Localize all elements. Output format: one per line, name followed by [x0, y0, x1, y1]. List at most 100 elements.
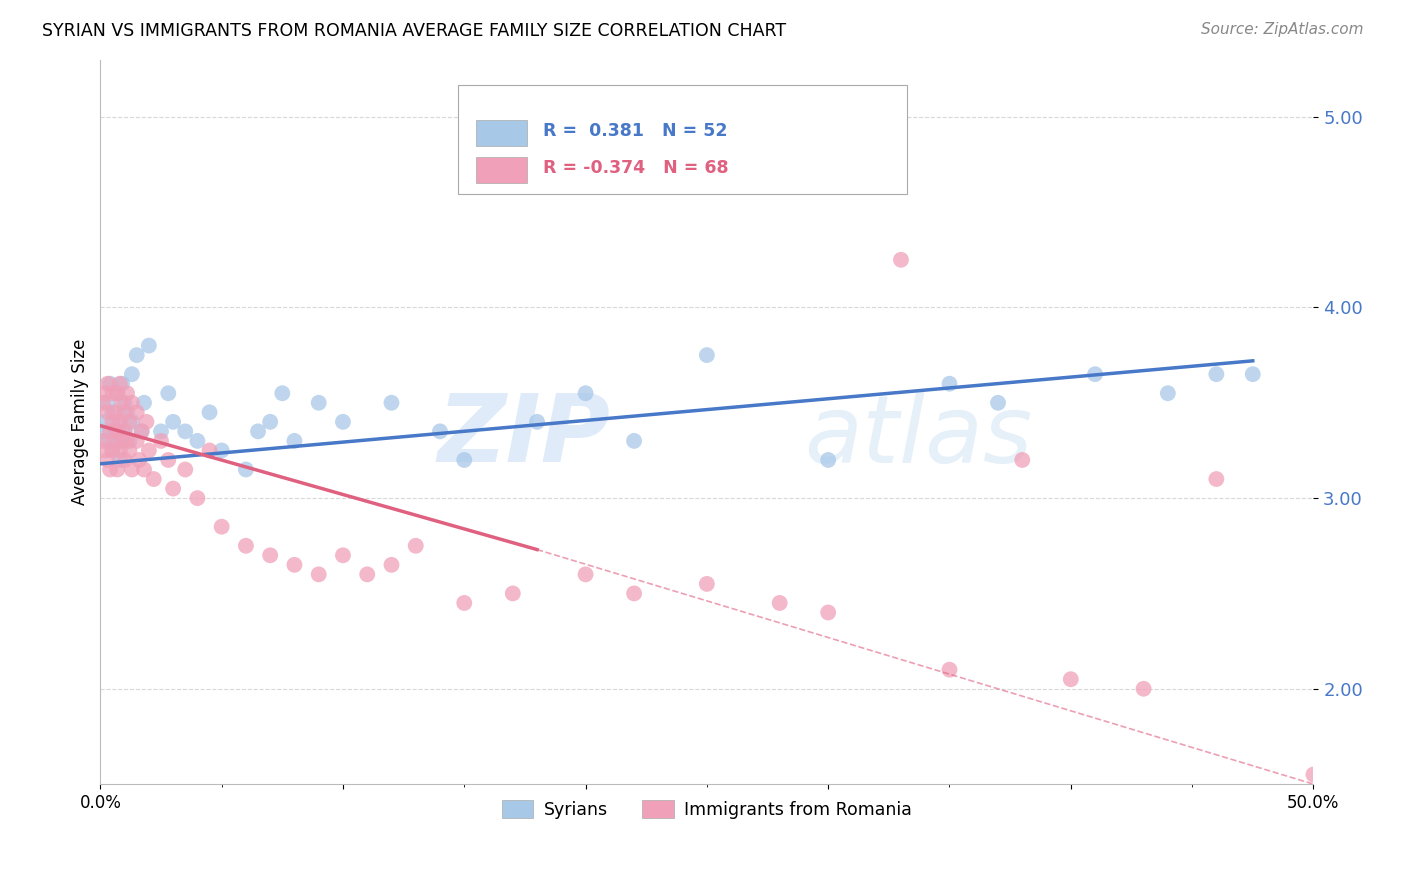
Point [502, 586, 524, 600]
Point [132, 462, 155, 476]
Text: R =  0.381   N = 52: R = 0.381 N = 52 [543, 122, 728, 140]
Point [526, 415, 548, 429]
Point [259, 549, 281, 563]
Point [1302, 767, 1324, 781]
Point [135, 415, 157, 429]
Point [308, 567, 330, 582]
Point [114, 425, 136, 439]
Point [94, 386, 117, 401]
Point [429, 425, 451, 439]
Point [1060, 672, 1083, 686]
Point [111, 376, 134, 391]
Point [174, 462, 197, 476]
Point [121, 415, 143, 429]
Point [198, 443, 221, 458]
Point [91, 396, 114, 410]
Point [94, 443, 117, 458]
Point [696, 348, 718, 362]
Point [118, 415, 141, 429]
Point [105, 434, 128, 448]
Point [283, 558, 305, 572]
Point [114, 396, 136, 410]
Point [104, 434, 127, 448]
Point [128, 453, 150, 467]
Point [356, 567, 378, 582]
Point [91, 434, 114, 448]
Point [235, 539, 257, 553]
Point [108, 376, 131, 391]
Point [769, 596, 792, 610]
Point [247, 425, 270, 439]
Point [98, 376, 121, 391]
Point [696, 577, 718, 591]
Point [101, 443, 124, 458]
FancyBboxPatch shape [477, 157, 527, 183]
Point [1205, 472, 1227, 486]
Point [271, 386, 294, 401]
Point [817, 606, 839, 620]
Point [104, 425, 127, 439]
Point [1241, 367, 1264, 381]
Point [105, 425, 128, 439]
Y-axis label: Average Family Size: Average Family Size [72, 339, 89, 505]
Point [1205, 367, 1227, 381]
Point [211, 443, 233, 458]
Point [118, 434, 141, 448]
Point [101, 415, 124, 429]
Point [817, 453, 839, 467]
Point [121, 462, 143, 476]
Point [121, 396, 143, 410]
Point [623, 586, 645, 600]
Point [94, 415, 117, 429]
Point [380, 396, 402, 410]
Point [114, 405, 136, 419]
Point [332, 549, 354, 563]
Point [125, 434, 148, 448]
Point [97, 453, 120, 467]
Point [987, 396, 1010, 410]
Point [574, 567, 596, 582]
Point [108, 453, 131, 467]
Text: Source: ZipAtlas.com: Source: ZipAtlas.com [1201, 22, 1364, 37]
Point [108, 415, 131, 429]
Point [453, 453, 475, 467]
Point [115, 405, 138, 419]
Point [380, 558, 402, 572]
Point [142, 472, 165, 486]
Point [186, 434, 208, 448]
Point [150, 425, 173, 439]
Point [574, 386, 596, 401]
Point [104, 405, 127, 419]
Point [115, 386, 138, 401]
Point [1011, 453, 1033, 467]
Point [332, 415, 354, 429]
Point [97, 405, 120, 419]
Point [97, 376, 120, 391]
Point [115, 434, 138, 448]
Point [105, 386, 128, 401]
Point [132, 396, 155, 410]
Point [623, 434, 645, 448]
Point [162, 482, 184, 496]
Legend: Syrians, Immigrants from Romania: Syrians, Immigrants from Romania [495, 794, 920, 826]
Point [938, 663, 960, 677]
Text: R = -0.374   N = 68: R = -0.374 N = 68 [543, 159, 728, 177]
Point [125, 405, 148, 419]
Point [131, 425, 153, 439]
Point [97, 396, 120, 410]
Point [211, 519, 233, 533]
Text: ZIP: ZIP [437, 391, 610, 483]
Point [138, 338, 160, 352]
Point [1157, 386, 1180, 401]
Point [111, 434, 134, 448]
Point [198, 405, 221, 419]
Text: atlas: atlas [804, 391, 1032, 482]
Point [235, 462, 257, 476]
Point [108, 415, 131, 429]
Point [98, 462, 121, 476]
Point [108, 443, 131, 458]
Point [111, 396, 134, 410]
Point [1084, 367, 1107, 381]
Point [186, 491, 208, 505]
Point [157, 386, 180, 401]
